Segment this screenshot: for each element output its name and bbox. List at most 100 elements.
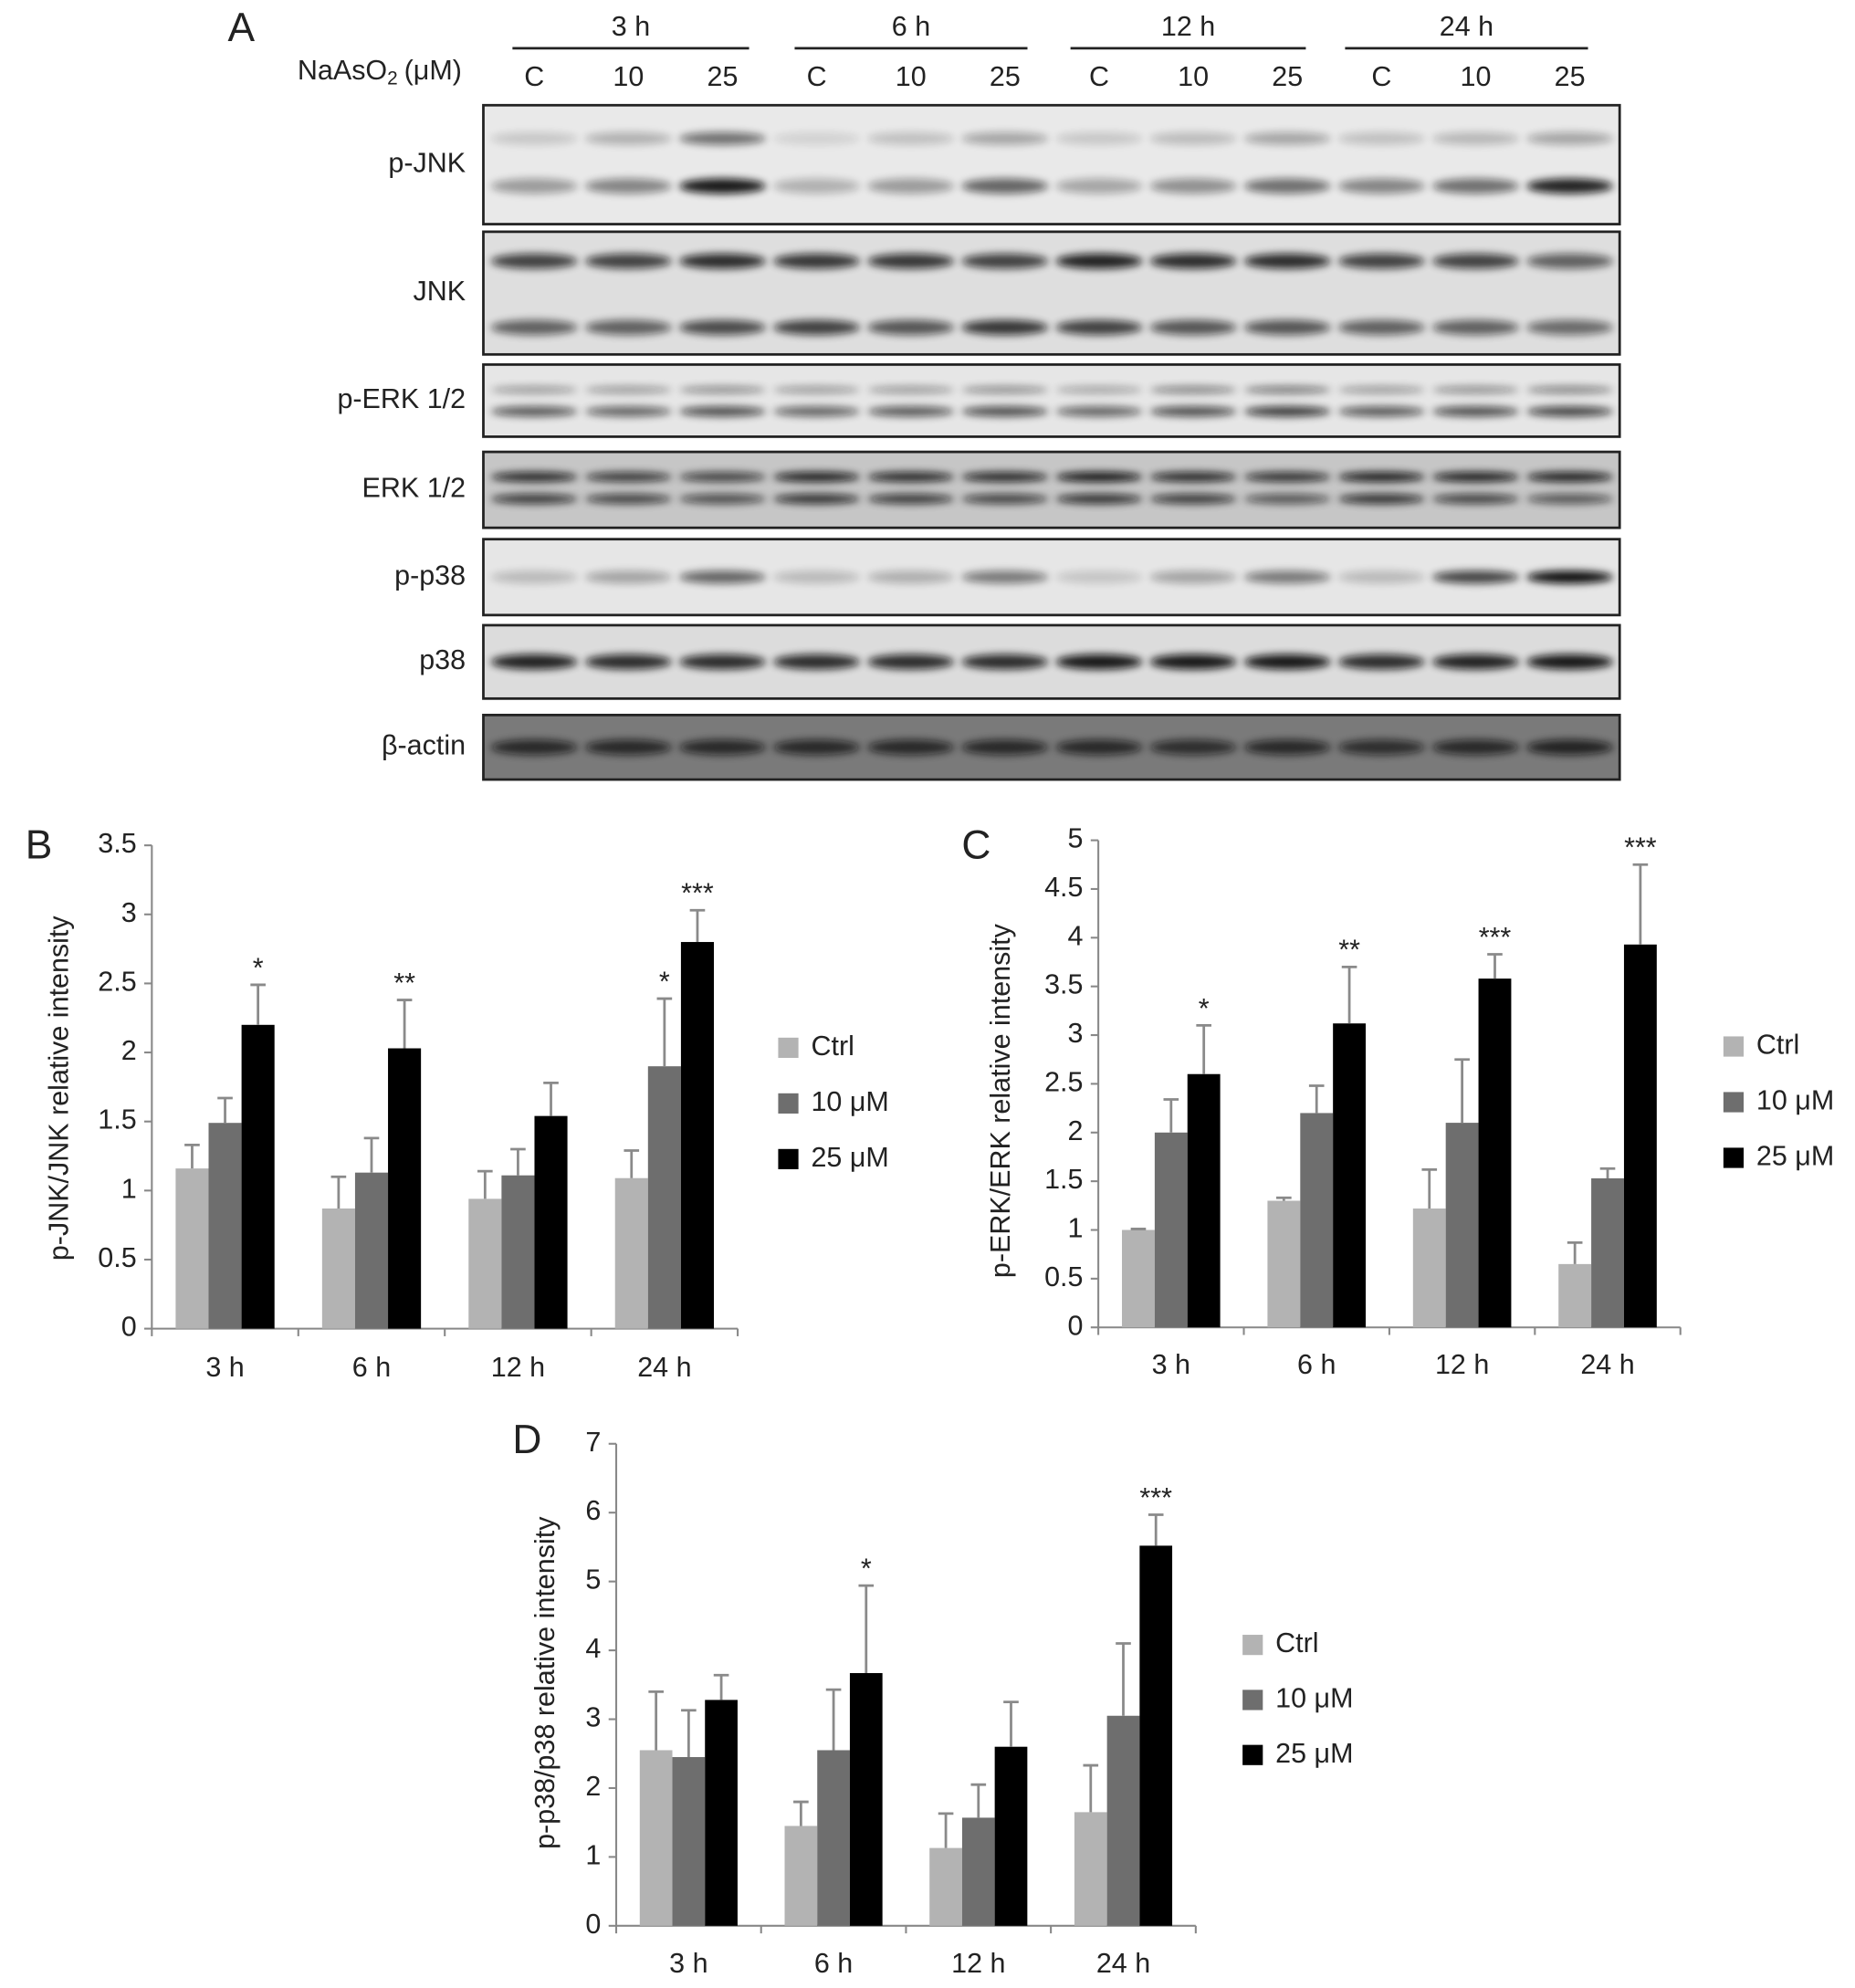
error-bar <box>1567 1240 1583 1264</box>
y-tick-label: 6 <box>585 1495 601 1526</box>
bar <box>321 1208 355 1329</box>
blot-band <box>1432 385 1519 394</box>
time-label: 6 h <box>892 11 930 42</box>
error-bar <box>624 1149 640 1178</box>
bar <box>208 1123 242 1329</box>
blot-band <box>1055 570 1143 584</box>
bar <box>1591 1177 1624 1328</box>
error-bar <box>793 1800 809 1826</box>
time-label: 3 h <box>612 11 650 42</box>
bar <box>639 1750 673 1926</box>
x-tick-label: 24 h <box>1580 1349 1634 1380</box>
blot-band <box>961 385 1049 394</box>
error-bar <box>1454 1058 1470 1124</box>
y-axis-label: p-p38/p38 relative intensity <box>529 1516 561 1849</box>
blot-band <box>1055 131 1143 145</box>
lane-label: 25 <box>1272 61 1303 92</box>
blot-band <box>584 471 672 483</box>
blot-band <box>867 406 955 417</box>
blot-strip <box>482 103 1621 225</box>
blot-band <box>1243 385 1331 394</box>
blot-band <box>773 471 861 483</box>
blot-band <box>1149 570 1237 584</box>
blot-band <box>961 131 1049 145</box>
y-tick-label: 0 <box>121 1312 137 1343</box>
blot-band <box>773 739 861 756</box>
blot-strip <box>482 713 1621 781</box>
error-bar <box>1196 1023 1212 1074</box>
bar <box>1154 1132 1188 1328</box>
x-tick-label: 12 h <box>1435 1349 1489 1380</box>
error-bar <box>1341 965 1357 1024</box>
blot-band <box>1243 471 1331 483</box>
x-tick-label: 3 h <box>1152 1349 1190 1380</box>
y-tick-label: 2.5 <box>98 966 136 997</box>
legend-label: 25 μM <box>1756 1141 1834 1172</box>
legend-swatch <box>1242 1690 1263 1711</box>
blot-band <box>1149 739 1237 756</box>
blot-band <box>1149 654 1237 670</box>
blot-band <box>1055 178 1143 194</box>
y-tick-label: 3.5 <box>1044 969 1083 1000</box>
blot-band <box>679 319 766 336</box>
legend-swatch <box>778 1037 799 1058</box>
blot-band <box>773 654 861 670</box>
bar <box>1623 944 1657 1328</box>
error-bar <box>825 1688 842 1751</box>
bar <box>1445 1123 1479 1328</box>
significance-marker: *** <box>1139 1482 1172 1513</box>
significance-marker: * <box>659 966 670 997</box>
legend-label: Ctrl <box>811 1031 854 1062</box>
y-tick-label: 4.5 <box>1044 872 1083 903</box>
blot-band <box>867 131 955 145</box>
legend-label: 10 μM <box>1756 1085 1834 1116</box>
x-tick-label: 24 h <box>1096 1948 1150 1979</box>
bar <box>468 1198 502 1329</box>
significance-marker: ** <box>1338 935 1360 966</box>
y-tick-label: 0.5 <box>1044 1261 1083 1292</box>
x-tick-label: 3 h <box>669 1948 707 1979</box>
y-tick-label: 2.5 <box>1044 1066 1083 1097</box>
lane-label: 25 <box>1555 61 1586 92</box>
error-bar <box>713 1673 729 1700</box>
bar <box>501 1175 535 1329</box>
x-tick-label: 6 h <box>814 1948 853 1979</box>
blot-band <box>490 178 578 194</box>
error-bar <box>1083 1763 1099 1813</box>
legend-label: 10 μM <box>1275 1682 1353 1713</box>
bar <box>1139 1545 1173 1926</box>
blot-band <box>1526 385 1614 394</box>
panel-label: D <box>512 1418 541 1462</box>
blot-band <box>584 178 672 194</box>
error-bar <box>330 1175 347 1209</box>
error-bar <box>217 1096 233 1124</box>
blot-band <box>490 654 578 670</box>
time-label: 12 h <box>1161 11 1215 42</box>
blot-band <box>1055 319 1143 336</box>
blot-band <box>1432 131 1519 145</box>
y-tick-label: 1.5 <box>98 1104 136 1135</box>
blot-row-label: ERK 1/2 <box>362 473 466 504</box>
blot-band <box>1526 471 1614 483</box>
blot-band <box>490 739 578 756</box>
blot-band <box>867 494 955 505</box>
bar <box>929 1847 962 1926</box>
blot-strip <box>482 363 1621 438</box>
blot-band <box>1243 131 1331 145</box>
y-tick-label: 0.5 <box>98 1242 136 1273</box>
bar <box>849 1672 883 1926</box>
treatment-label: NaAsO2 (μM) <box>298 55 462 89</box>
bar <box>241 1024 275 1329</box>
blot-band <box>773 178 861 194</box>
blot-band <box>1243 253 1331 269</box>
blot-band <box>1055 494 1143 505</box>
blot-row-label: p-p38 <box>394 560 466 591</box>
blot-band <box>490 319 578 336</box>
blot-band <box>867 654 955 670</box>
y-tick-label: 5 <box>585 1564 601 1596</box>
bar <box>1412 1208 1446 1328</box>
blot-band <box>1526 319 1614 336</box>
x-tick-label: 3 h <box>205 1352 244 1383</box>
blot-band <box>1055 739 1143 756</box>
blot-strip <box>482 230 1621 356</box>
